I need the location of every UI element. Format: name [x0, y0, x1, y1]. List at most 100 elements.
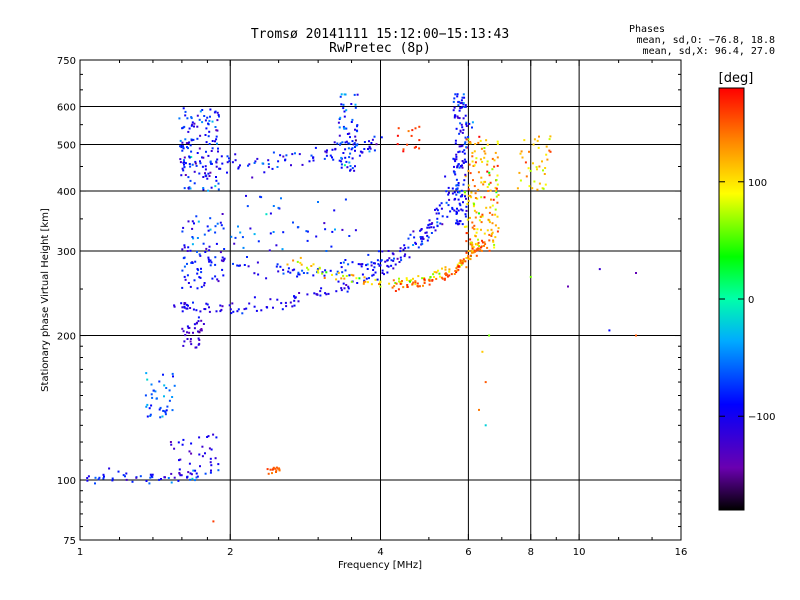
data-point [266, 306, 269, 309]
data-point [205, 141, 208, 144]
data-point [496, 164, 499, 167]
data-point [323, 274, 326, 277]
data-point [487, 190, 490, 192]
data-point [177, 441, 180, 444]
data-point [191, 121, 194, 124]
data-point [488, 211, 491, 214]
data-point [181, 141, 184, 144]
data-point [462, 117, 465, 120]
data-point [199, 160, 201, 163]
data-point [187, 327, 190, 329]
data-point [189, 144, 192, 147]
data-point [336, 270, 339, 273]
data-point [428, 279, 431, 282]
data-point [210, 261, 213, 264]
data-point [189, 478, 192, 481]
data-point [492, 239, 495, 242]
data-point [338, 118, 341, 120]
data-point [549, 135, 552, 138]
data-point [207, 256, 210, 259]
data-point [197, 269, 200, 272]
data-point [287, 267, 290, 270]
data-point [257, 273, 260, 276]
data-point [215, 161, 218, 164]
data-point [464, 136, 467, 139]
data-point [260, 196, 263, 199]
data-point [463, 106, 466, 108]
data-point [542, 169, 544, 172]
data-point [324, 292, 327, 295]
data-point [195, 476, 198, 479]
data-point [245, 307, 248, 310]
data-point [293, 304, 296, 307]
data-point [455, 267, 458, 270]
data-point [171, 396, 174, 398]
data-point [195, 322, 198, 325]
data-point [465, 121, 468, 124]
data-point [183, 163, 185, 166]
data-point [320, 287, 323, 290]
data-point [461, 160, 464, 162]
phases-stats-x-mode: mean, sd,X: 96.4, 27.0 [643, 46, 775, 57]
data-point [324, 150, 327, 153]
data-point [220, 308, 223, 311]
data-point [190, 124, 193, 127]
data-point [488, 174, 491, 177]
data-point [538, 165, 541, 168]
data-point [342, 282, 345, 285]
data-point [86, 477, 89, 479]
data-point [426, 234, 429, 237]
data-point [491, 231, 494, 234]
data-point [209, 259, 212, 262]
data-point [493, 243, 496, 246]
data-point [473, 209, 476, 212]
data-point [196, 152, 199, 154]
data-point [469, 238, 472, 241]
data-point [186, 331, 188, 334]
data-point [183, 161, 186, 164]
data-point [455, 213, 458, 215]
data-point [433, 271, 436, 273]
data-point [461, 96, 464, 99]
data-point [456, 93, 459, 96]
data-point [173, 305, 176, 308]
data-point [471, 126, 473, 129]
data-point [207, 189, 210, 192]
data-point [294, 152, 296, 155]
data-point [199, 310, 202, 313]
data-point [185, 142, 188, 145]
data-point [325, 151, 328, 154]
data-point [239, 264, 241, 267]
data-point [278, 469, 281, 472]
data-point [208, 447, 211, 450]
data-point [458, 145, 461, 148]
data-point [418, 125, 421, 128]
data-point [325, 154, 328, 157]
data-point [251, 176, 254, 179]
data-point [471, 121, 474, 124]
data-point [458, 202, 461, 205]
data-point [467, 254, 470, 257]
data-point [276, 166, 279, 168]
data-point [180, 146, 183, 149]
data-point [181, 306, 184, 309]
data-point [189, 187, 192, 190]
x-tick-label: 1 [77, 547, 83, 558]
data-point [277, 270, 280, 273]
data-point [318, 266, 321, 269]
data-point [447, 186, 450, 189]
x-tick-label: 10 [573, 547, 586, 558]
data-point [203, 233, 206, 236]
data-point [422, 284, 424, 287]
data-point [399, 281, 402, 284]
data-point [428, 226, 431, 229]
data-point [215, 135, 218, 138]
data-point [354, 135, 357, 138]
data-point [223, 248, 226, 250]
data-point [567, 285, 569, 288]
data-point [203, 115, 206, 117]
data-point [149, 473, 152, 476]
data-point [217, 114, 220, 116]
data-point [321, 271, 324, 274]
data-point [475, 242, 478, 245]
